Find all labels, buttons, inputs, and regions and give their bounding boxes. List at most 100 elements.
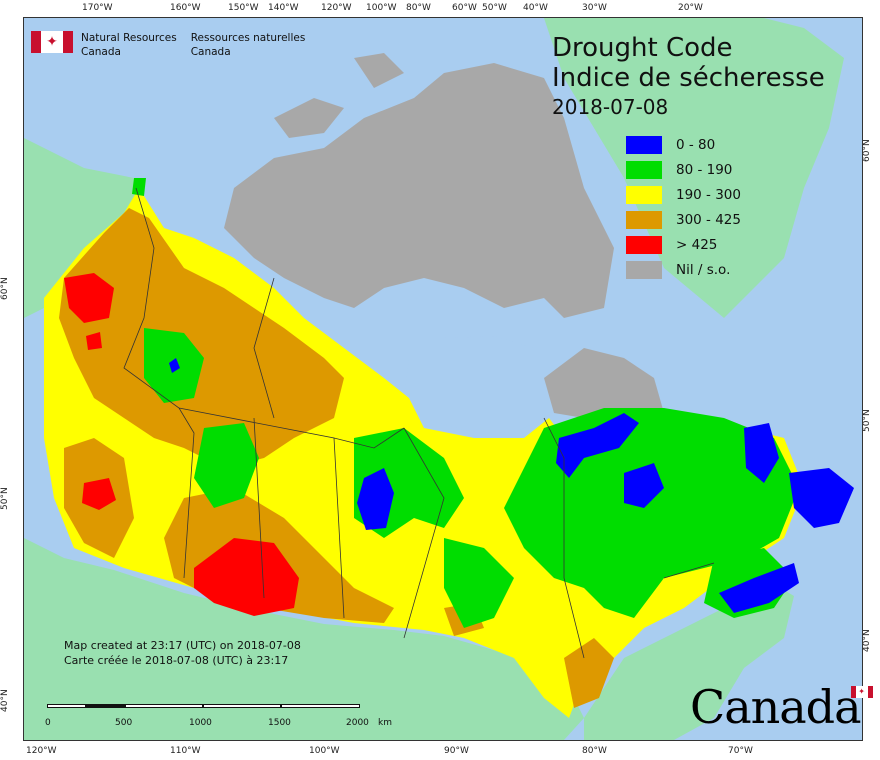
nrc-name-fr: Ressources naturelles Canada — [191, 31, 306, 59]
graticule-top-label: 30°W — [582, 3, 607, 13]
graticule-top-label: 40°W — [523, 3, 548, 13]
graticule-top-label: 20°W — [678, 3, 703, 13]
map-credit: Map created at 23:17 (UTC) on 2018-07-08… — [64, 638, 301, 668]
legend-swatch — [626, 260, 662, 279]
graticule-bottom-label: 70°W — [728, 746, 753, 756]
legend-label: 80 - 190 — [676, 161, 733, 178]
map-title-en: Drought Code — [552, 33, 733, 63]
graticule-top-label: 120°W — [321, 3, 352, 13]
map-title-fr: Indice de sécheresse — [552, 63, 825, 93]
graticule-bottom-label: 80°W — [582, 746, 607, 756]
graticule-bottom-label: 100°W — [309, 746, 340, 756]
graticule-top-label: 140°W — [268, 3, 299, 13]
map-area — [23, 17, 863, 741]
nrc-name-fr-line2: Canada — [190, 46, 231, 58]
arctic-islands-nodata — [274, 98, 344, 138]
graticule-top-label: 170°W — [82, 3, 113, 13]
drought-class-0-80 — [624, 463, 664, 508]
greenland-land — [544, 18, 844, 318]
graticule-top-label: 80°W — [406, 3, 431, 13]
credit-line-en: Map created at 23:17 (UTC) on 2018-07-08 — [64, 639, 301, 652]
scale-unit: km — [378, 718, 392, 728]
drought-class-0-80 — [556, 413, 639, 478]
provincial-borders — [123, 187, 715, 659]
scale-bar-segment — [125, 704, 203, 708]
drought-class-0-80 — [719, 563, 799, 613]
drought-class-80-190 — [194, 423, 259, 508]
legend-item: 0 - 80 — [626, 132, 741, 157]
canada-flag-icon: ✦ — [31, 31, 73, 53]
graticule-top-label: 100°W — [366, 3, 397, 13]
legend-label: > 425 — [676, 236, 718, 253]
graticule-top-label: 160°W — [170, 3, 201, 13]
canada-wordmark-text: Canada — [690, 680, 862, 734]
legend-label: 300 - 425 — [676, 211, 741, 228]
scale-bar-segment — [47, 704, 86, 708]
drought-class-0-80 — [169, 358, 180, 373]
drought-class-425-plus — [86, 332, 102, 350]
nrc-name-fr-line1: Ressources naturelles — [190, 32, 306, 44]
nrc-signature: ✦ Natural Resources Canada Ressources na… — [31, 31, 305, 59]
graticule-bottom-label: 90°W — [444, 746, 469, 756]
drought-class-300-425 — [564, 638, 614, 708]
scale-bar-segment — [281, 704, 360, 708]
united-states-land — [584, 578, 794, 740]
graticule-top-label: 150°W — [228, 3, 259, 13]
drought-class-425-plus — [64, 273, 114, 323]
arctic-islands-nodata — [354, 53, 404, 88]
wordmark-flag-icon: ✦ — [850, 686, 873, 698]
legend-label: 190 - 300 — [676, 186, 741, 203]
drought-class-425-plus — [194, 538, 299, 616]
graticule-right-label: 40°N — [862, 629, 872, 652]
legend-swatch — [626, 160, 662, 179]
legend-item: 190 - 300 — [626, 182, 741, 207]
scale-bar-segment — [86, 704, 125, 708]
drought-class-0-80 — [789, 468, 854, 528]
credit-line-fr: Carte créée le 2018-07-08 (UTC) à 23:17 — [64, 654, 289, 667]
drought-class-0-80 — [357, 468, 394, 530]
scale-label: 2000 — [346, 718, 369, 728]
legend-item: Nil / s.o. — [626, 257, 741, 282]
legend-item: 80 - 190 — [626, 157, 741, 182]
nrc-name-en-line2: Canada — [81, 46, 121, 58]
drought-class-80-190 — [132, 178, 146, 196]
legend-swatch — [626, 235, 662, 254]
graticule-top-label: 60°W — [452, 3, 477, 13]
drought-code-map — [24, 18, 854, 740]
united-states-land — [24, 538, 584, 740]
graticule-left-label: 60°N — [0, 277, 10, 300]
canada-wordmark: Canada ✦ — [690, 684, 873, 730]
map-title: Drought Code Indice de sécheresse 2018-0… — [552, 33, 825, 121]
graticule-right-label: 50°N — [862, 409, 872, 432]
drought-class-80-190 — [444, 538, 514, 628]
legend-swatch — [626, 135, 662, 154]
legend-label: 0 - 80 — [676, 136, 716, 153]
legend: 0 - 80 80 - 190 190 - 300 300 - 425 > 42… — [626, 132, 741, 282]
graticule-bottom-label: 120°W — [26, 746, 57, 756]
graticule-left-label: 40°N — [0, 689, 10, 712]
alaska-land — [24, 138, 136, 318]
scale-label: 1500 — [268, 718, 291, 728]
scale-label: 1000 — [189, 718, 212, 728]
scale-label: 0 — [45, 718, 51, 728]
arctic-islands-nodata — [224, 63, 614, 318]
graticule-right-label: 60°N — [862, 139, 872, 162]
graticule-left-label: 50°N — [0, 487, 10, 510]
map-date: 2018-07-08 — [552, 95, 669, 119]
graticule-bottom-label: 110°W — [170, 746, 201, 756]
legend-item: 300 - 425 — [626, 207, 741, 232]
graticule-top-label: 50°W — [482, 3, 507, 13]
nrc-name-en: Natural Resources Canada — [81, 31, 177, 59]
scale-label: 500 — [115, 718, 133, 728]
hudson-bay-water — [404, 336, 554, 433]
legend-label: Nil / s.o. — [676, 261, 731, 278]
drought-class-300-425 — [59, 208, 344, 468]
ungava-nodata — [544, 348, 664, 418]
drought-class-0-80 — [744, 423, 779, 483]
legend-item: > 425 — [626, 232, 741, 257]
legend-swatch — [626, 185, 662, 204]
nrc-name-en-line1: Natural Resources — [81, 32, 177, 44]
scale-bar-segment — [203, 704, 281, 708]
legend-swatch — [626, 210, 662, 229]
